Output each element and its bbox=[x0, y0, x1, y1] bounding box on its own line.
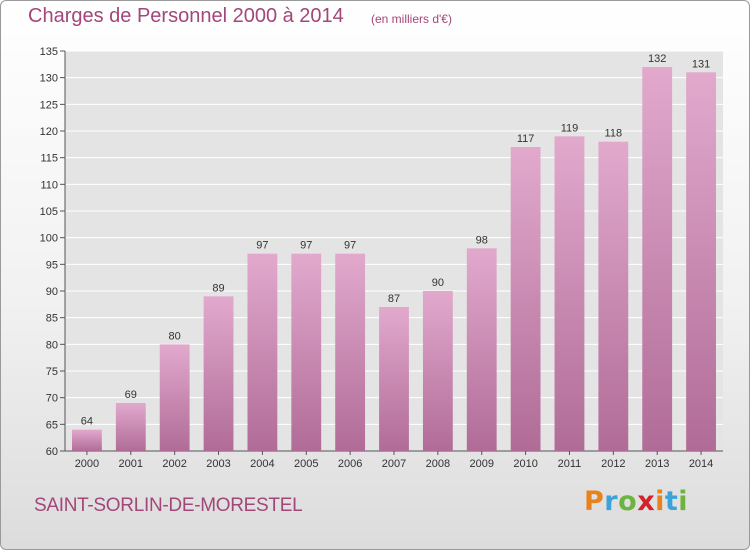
y-tick-label: 100 bbox=[40, 233, 58, 245]
x-tick-label: 2012 bbox=[601, 458, 625, 470]
bar-value-label: 64 bbox=[81, 416, 93, 428]
bar-value-label: 131 bbox=[692, 58, 710, 70]
logo-letter: i bbox=[655, 486, 665, 517]
bar bbox=[203, 296, 234, 451]
logo-letter: o bbox=[618, 486, 638, 517]
logo-letter: P bbox=[584, 486, 605, 517]
y-tick-label: 85 bbox=[46, 313, 58, 325]
bar bbox=[466, 248, 497, 451]
bar-value-label: 69 bbox=[125, 389, 137, 401]
city-name: SAINT-SORLIN-DE-MORESTEL bbox=[34, 495, 303, 516]
bar bbox=[72, 429, 102, 451]
bar-value-label: 97 bbox=[256, 240, 268, 252]
bar bbox=[159, 344, 190, 451]
y-tick-label: 130 bbox=[40, 73, 58, 85]
bar-value-label: 117 bbox=[517, 133, 535, 145]
y-tick-label: 110 bbox=[40, 179, 58, 191]
x-tick-label: 2006 bbox=[338, 458, 362, 470]
x-tick-label: 2000 bbox=[75, 458, 99, 470]
x-tick-label: 2005 bbox=[294, 458, 318, 470]
x-tick-label: 2004 bbox=[250, 458, 274, 470]
y-tick-label: 90 bbox=[46, 286, 58, 298]
bar-value-label: 119 bbox=[561, 122, 579, 134]
logo-letter: i bbox=[678, 486, 689, 517]
bar bbox=[642, 67, 673, 451]
bar bbox=[291, 253, 322, 451]
bar-value-label: 89 bbox=[212, 282, 224, 294]
x-tick-label: 2014 bbox=[689, 458, 713, 470]
x-tick-label: 2008 bbox=[426, 458, 450, 470]
y-tick-label: 120 bbox=[40, 126, 58, 138]
bar bbox=[554, 136, 585, 452]
y-tick-label: 95 bbox=[46, 259, 58, 271]
proxiti-logo: Proxiti bbox=[584, 486, 688, 517]
y-tick-label: 125 bbox=[40, 99, 58, 111]
bar-value-label: 97 bbox=[344, 240, 356, 252]
bar bbox=[422, 291, 453, 451]
bar-value-label: 87 bbox=[388, 293, 400, 305]
x-tick-label: 2009 bbox=[469, 458, 493, 470]
x-tick-label: 2011 bbox=[558, 458, 582, 470]
bar bbox=[686, 72, 716, 451]
bar bbox=[115, 403, 146, 451]
bar-value-label: 97 bbox=[300, 240, 312, 252]
y-tick-label: 65 bbox=[46, 419, 58, 431]
y-tick-label: 105 bbox=[40, 206, 58, 218]
bar-value-label: 90 bbox=[432, 277, 444, 289]
logo-letter: r bbox=[604, 486, 619, 517]
x-tick-label: 2010 bbox=[513, 458, 537, 470]
x-tick-label: 2007 bbox=[382, 458, 406, 470]
x-tick-label: 2002 bbox=[162, 458, 186, 470]
y-tick-label: 80 bbox=[46, 339, 58, 351]
bar-value-label: 80 bbox=[169, 330, 181, 342]
bar-value-label: 98 bbox=[476, 234, 488, 246]
bar bbox=[379, 307, 409, 451]
bar bbox=[510, 147, 541, 451]
bar-value-label: 132 bbox=[648, 53, 666, 65]
logo-letter: t bbox=[664, 486, 679, 517]
x-tick-label: 2001 bbox=[119, 458, 143, 470]
x-tick-label: 2013 bbox=[645, 458, 669, 470]
logo-letter: x bbox=[637, 486, 656, 517]
bar bbox=[335, 253, 366, 451]
bar bbox=[247, 253, 278, 451]
chart-title: Charges de Personnel 2000 à 2014 bbox=[28, 5, 344, 27]
y-tick-label: 75 bbox=[46, 366, 58, 378]
bar bbox=[598, 141, 629, 451]
chart-subtitle: (en milliers d'€) bbox=[371, 12, 452, 26]
bar-value-label: 118 bbox=[605, 128, 623, 140]
y-tick-label: 135 bbox=[40, 46, 58, 58]
x-tick-label: 2003 bbox=[206, 458, 230, 470]
y-tick-label: 70 bbox=[46, 393, 58, 405]
y-tick-label: 60 bbox=[46, 446, 58, 458]
y-tick-label: 115 bbox=[40, 153, 58, 165]
